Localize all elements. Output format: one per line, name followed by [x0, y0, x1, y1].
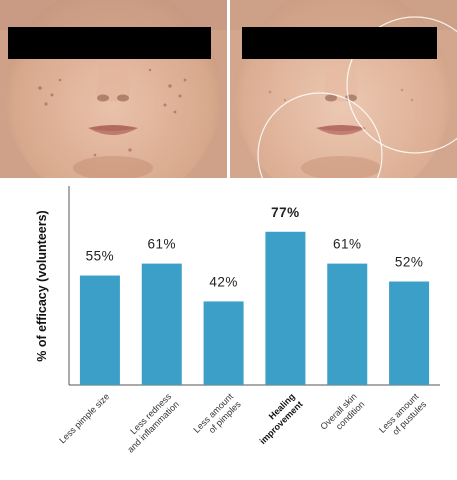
value-label-3: 77% [271, 205, 300, 220]
value-label-4: 61% [333, 237, 362, 252]
bar-1 [141, 263, 182, 385]
bar-3 [265, 231, 306, 385]
category-label-3: Healingimprovement [250, 391, 305, 446]
value-label-1: 61% [147, 237, 176, 252]
category-label-5: Less amountof pustules [377, 391, 429, 443]
before-photo [0, 0, 227, 178]
highlight-circle-cheek [346, 16, 457, 154]
category-label-1: Less rednessand inflammation [118, 391, 182, 455]
value-label-2: 42% [209, 274, 238, 289]
bar-5 [389, 281, 430, 385]
efficacy-bar-chart: % of efficacy (volunteers) 55% Less pimpl… [35, 186, 440, 455]
category-label-2: Less amountof pimples [191, 391, 243, 443]
bar-0 [79, 275, 120, 385]
after-photo [230, 0, 457, 178]
value-label-0: 55% [86, 249, 115, 264]
highlight-circle-chin [257, 92, 383, 178]
censor-bar [8, 27, 211, 59]
category-label-0: Less pimple size [57, 391, 111, 445]
value-label-5: 52% [395, 255, 424, 270]
censor-bar [242, 27, 437, 59]
after-face-image [230, 0, 457, 178]
category-label-4: Overall skincondition [318, 391, 366, 439]
before-face-image [0, 0, 227, 178]
y-axis-label: % of efficacy (volunteers) [35, 210, 49, 361]
bar-2 [203, 301, 244, 385]
bar-4 [327, 263, 368, 385]
